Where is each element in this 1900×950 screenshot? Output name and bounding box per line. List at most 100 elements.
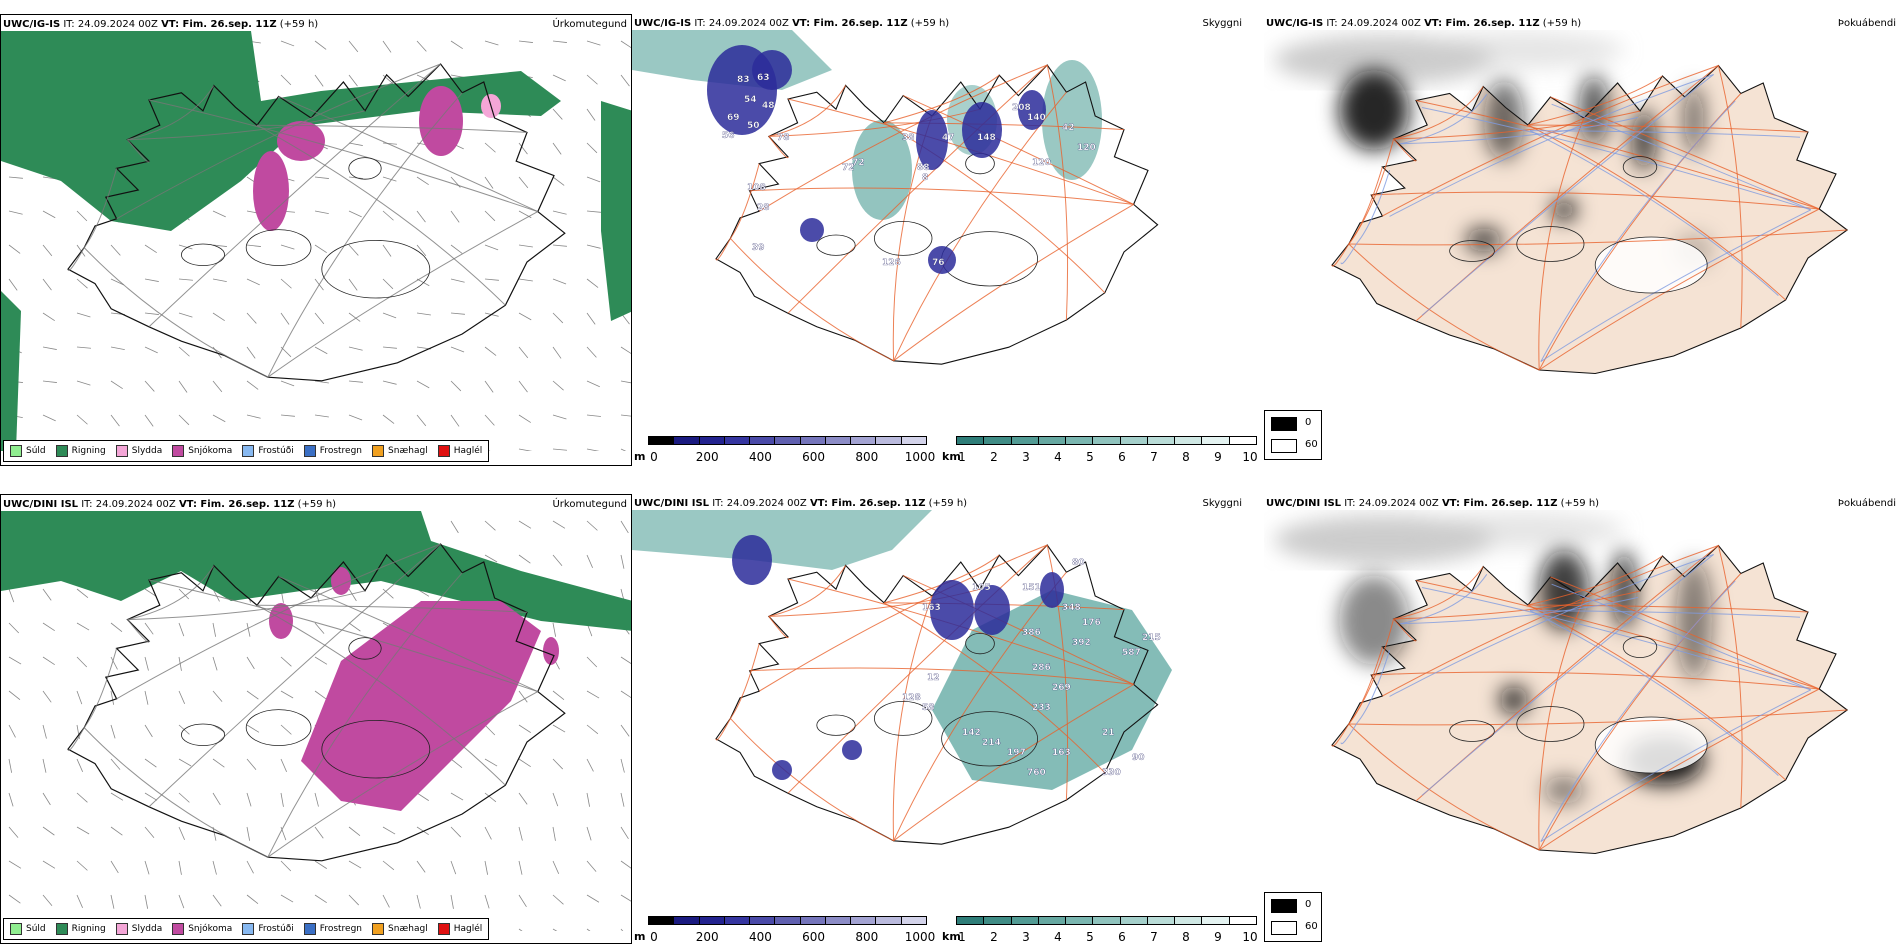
visibility-value-label: 587 xyxy=(1122,648,1141,658)
colorbar-tick: 1000 xyxy=(904,450,936,464)
colorbar-segment xyxy=(1010,436,1039,445)
colorbar-segment xyxy=(1010,916,1039,925)
precip-type-panel-igis: UWC/IG-IS IT: 24.09.2024 00Z VT: Fim. 26… xyxy=(0,14,632,466)
colorbar-tick: 2 xyxy=(990,450,998,464)
visibility-value-label: 50 xyxy=(747,121,760,131)
legend-label: Snjókoma xyxy=(188,446,233,456)
colorbar-segment xyxy=(875,436,902,445)
colorbar-tick: 8 xyxy=(1182,450,1190,464)
visibility-value-label: 8 xyxy=(922,173,928,183)
colorbar-segment xyxy=(774,436,801,445)
colorbar-segment xyxy=(1228,916,1257,925)
colorbar-segment xyxy=(723,436,751,445)
legend-label: Haglél xyxy=(453,446,483,456)
fog-map xyxy=(1274,32,1849,375)
colorbar-segment xyxy=(698,436,725,445)
colorbar-tick: 3 xyxy=(1022,930,1030,944)
visibility-value-label: 76 xyxy=(932,258,945,268)
colorbar-segment xyxy=(749,436,776,445)
colorbar-tick: 3 xyxy=(1022,450,1030,464)
colorbar-segment xyxy=(723,916,751,925)
legend-label: Frostregn xyxy=(319,446,363,456)
colorbar-segment xyxy=(1119,916,1148,925)
visibility-value-label: 128 xyxy=(902,693,921,703)
visibility-value-label: 214 xyxy=(982,738,1001,748)
legend-label: Súld xyxy=(26,924,46,934)
colorbar-unit: m xyxy=(634,930,646,943)
colorbar-segment xyxy=(900,436,927,445)
colorbar-segment xyxy=(1037,916,1067,925)
colorbar-tick: 800 xyxy=(855,450,879,464)
colorbar-tick: 0 xyxy=(650,450,658,464)
colorbar-segment xyxy=(1065,436,1094,445)
visibility-map: 8015110534817638639258721528626923314221… xyxy=(632,510,1172,845)
colorbar-tick: 10 xyxy=(1242,930,1258,944)
legend-swatch xyxy=(303,445,316,457)
legend-swatch xyxy=(372,445,385,457)
visibility-value-label: 392 xyxy=(1072,638,1091,648)
colorbar-segment xyxy=(673,916,700,925)
visibility-value-label: 108 xyxy=(747,183,766,193)
legend-item: Frostregn xyxy=(303,445,363,457)
colorbar-tick: 200 xyxy=(695,450,719,464)
legend-item: Snæhagl xyxy=(372,923,428,935)
colorbar-segment xyxy=(1146,436,1176,445)
colorbar-segment xyxy=(983,916,1012,925)
visibility-value-label: 120 xyxy=(1077,143,1096,153)
legend-swatch xyxy=(115,445,128,457)
legend-label: Snæhagl xyxy=(388,446,428,456)
visibility-value-label: 12 xyxy=(927,673,940,683)
legend-label: Frostregn xyxy=(319,924,363,934)
fog-panel-dini: UWC/DINI ISL IT: 24.09.2024 00Z VT: Fim.… xyxy=(1264,494,1900,944)
colorbar-tick: 10 xyxy=(1242,450,1258,464)
colorbar-tick: 4 xyxy=(1054,930,1062,944)
colorbar-tick: 600 xyxy=(802,450,826,464)
legend-swatch xyxy=(55,923,68,935)
colorbar-tick: 400 xyxy=(748,450,772,464)
legend-label: Rigning xyxy=(71,446,106,456)
colorbar-tick: 2 xyxy=(990,930,998,944)
legend-label: Frostúði xyxy=(258,446,294,456)
colorbar-tick: 200 xyxy=(695,930,719,944)
visibility-value-label: 197 xyxy=(1007,748,1026,758)
panel-title: Þokuábendi xyxy=(1837,498,1896,509)
visibility-value-label: 58 xyxy=(922,703,935,713)
colorbar-tick: 9 xyxy=(1214,930,1222,944)
visibility-value-label: 69 xyxy=(727,113,740,123)
visibility-value-label: 72 xyxy=(842,163,855,173)
visibility-value-label: 90 xyxy=(1132,753,1145,763)
colorbar-segment xyxy=(850,916,877,925)
colorbar-segment xyxy=(1201,916,1230,925)
colorbar-segment xyxy=(799,436,826,445)
panel-header: UWC/DINI ISL IT: 24.09.2024 00Z VT: Fim.… xyxy=(1266,498,1600,509)
colorbar-segment xyxy=(1092,916,1121,925)
legend-item: Snjókoma xyxy=(172,445,232,457)
precip-legend: Súld Rigning Slydda Snjókoma Frostúði Frostre… xyxy=(3,440,490,462)
panel-title: Skyggni xyxy=(1202,18,1242,29)
visibility-value-label: 80 xyxy=(1072,558,1085,568)
legend-swatch xyxy=(242,445,255,457)
legend-item: Snæhagl xyxy=(372,445,428,457)
visibility-value-label: 126 xyxy=(882,258,901,268)
panel-title: Úrkomutegund xyxy=(552,499,627,510)
legend-item: Haglél xyxy=(437,923,482,935)
ceiling-colorbar: m 0 200 400 600 800 1000 xyxy=(634,916,936,946)
colorbar-tick: 8 xyxy=(1182,930,1190,944)
colorbar-segment xyxy=(1119,436,1148,445)
panel-header: UWC/IG-IS IT: 24.09.2024 00Z VT: Fim. 26… xyxy=(1266,18,1582,29)
colorbar-segment xyxy=(1228,436,1257,445)
panel-header: UWC/IG-IS IT: 24.09.2024 00Z VT: Fim. 26… xyxy=(3,19,319,30)
visibility-value-label: 348 xyxy=(1062,603,1081,613)
colorbar-tick: 1000 xyxy=(904,930,936,944)
colorbar-segment xyxy=(774,916,801,925)
legend-label: Súld xyxy=(26,446,46,456)
colorbar-segment xyxy=(824,916,852,925)
precip-legend: Súld Rigning Slydda Snjókoma Frostúði Frostre… xyxy=(3,918,490,940)
colorbar-unit: km xyxy=(942,450,961,463)
colorbar-segment xyxy=(749,916,776,925)
colorbar-segment xyxy=(1065,916,1094,925)
legend-swatch xyxy=(437,445,450,457)
colorbar-tick: 1 xyxy=(958,450,966,464)
panel-header: UWC/DINI ISL IT: 24.09.2024 00Z VT: Fim.… xyxy=(634,498,968,509)
visibility-value-label: 28 xyxy=(757,203,770,213)
